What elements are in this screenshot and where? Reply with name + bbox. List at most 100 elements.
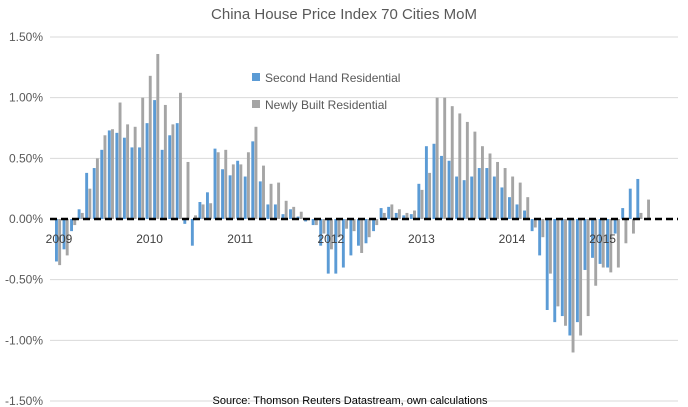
bar-second-hand xyxy=(575,219,579,323)
bar-newly-built xyxy=(443,97,447,219)
bar-newly-built xyxy=(518,182,522,219)
bar-newly-built xyxy=(277,182,281,219)
bar-newly-built xyxy=(163,104,167,219)
bar-newly-built xyxy=(337,219,341,238)
bar-newly-built xyxy=(541,219,545,238)
bar-newly-built xyxy=(511,176,515,219)
bar-second-hand xyxy=(62,219,66,250)
bar-newly-built xyxy=(148,75,152,219)
x-tick-label: 2013 xyxy=(408,232,435,246)
bar-newly-built xyxy=(133,126,137,219)
bar-second-hand xyxy=(447,160,451,219)
bar-second-hand xyxy=(349,219,353,256)
bar-newly-built xyxy=(586,219,590,317)
bar-second-hand xyxy=(628,188,632,219)
y-tick-label: 0.00% xyxy=(9,212,43,226)
bar-newly-built xyxy=(209,203,213,219)
bars-group xyxy=(55,53,650,353)
y-tick-label: -1.00% xyxy=(5,333,43,347)
bar-second-hand xyxy=(545,219,549,310)
bar-second-hand xyxy=(319,219,323,246)
bar-newly-built xyxy=(284,200,288,219)
bar-second-hand xyxy=(145,123,149,219)
bar-newly-built xyxy=(95,158,99,219)
bar-newly-built xyxy=(496,161,499,219)
bar-newly-built xyxy=(450,106,454,219)
bar-newly-built xyxy=(103,135,107,219)
bar-second-hand xyxy=(500,187,504,219)
bar-newly-built xyxy=(503,168,507,219)
bar-newly-built xyxy=(609,219,613,273)
legend-label-second-hand: Second Hand Residential xyxy=(265,71,400,85)
bar-newly-built xyxy=(428,172,432,219)
bar-newly-built xyxy=(299,211,303,219)
bar-second-hand xyxy=(409,214,413,219)
bar-second-hand xyxy=(613,219,617,234)
bar-newly-built xyxy=(367,219,371,238)
bar-newly-built xyxy=(616,219,620,268)
bar-newly-built xyxy=(526,197,530,219)
bar-second-hand xyxy=(636,178,640,219)
bar-second-hand xyxy=(266,204,270,219)
y-tick-label: -0.50% xyxy=(5,273,43,287)
bar-second-hand xyxy=(130,147,134,219)
bar-second-hand xyxy=(183,219,187,224)
bar-second-hand xyxy=(462,180,466,219)
source-note: Source: Thomson Reuters Datastream, own … xyxy=(213,395,488,407)
bar-newly-built xyxy=(624,219,628,244)
bar-second-hand xyxy=(440,155,443,219)
bar-newly-built xyxy=(548,219,552,274)
bar-second-hand xyxy=(258,181,262,219)
bar-second-hand xyxy=(85,172,89,219)
bar-newly-built xyxy=(579,219,583,336)
bar-newly-built xyxy=(292,206,296,219)
y-tick-label: -1.50% xyxy=(5,394,43,407)
x-tick-label: 2009 xyxy=(46,232,73,246)
bar-second-hand xyxy=(424,146,428,219)
bar-second-hand xyxy=(281,214,285,219)
legend-swatch-newly-built xyxy=(252,100,260,108)
bar-newly-built xyxy=(186,161,190,219)
bar-newly-built xyxy=(80,212,84,219)
bar-newly-built xyxy=(262,165,265,219)
bar-second-hand xyxy=(372,219,375,232)
bar-newly-built xyxy=(488,153,492,219)
bar-newly-built xyxy=(345,219,348,229)
bar-second-hand xyxy=(273,204,277,219)
bar-second-hand xyxy=(100,149,104,219)
bar-second-hand xyxy=(492,176,496,219)
bar-newly-built xyxy=(126,124,130,219)
bar-second-hand xyxy=(515,204,519,219)
x-tick-label: 2012 xyxy=(317,232,344,246)
bar-second-hand xyxy=(228,175,232,219)
bar-second-hand xyxy=(341,219,345,268)
bar-second-hand xyxy=(553,219,557,323)
bar-newly-built xyxy=(473,131,477,219)
bar-newly-built xyxy=(571,219,575,353)
bar-newly-built xyxy=(382,212,386,219)
bar-newly-built xyxy=(533,219,537,228)
bar-second-hand xyxy=(304,219,308,222)
legend-label-newly-built: Newly Built Residential xyxy=(265,98,387,112)
bar-second-hand xyxy=(70,219,73,232)
bar-newly-built xyxy=(639,212,643,219)
axis-group: 1.50% 1.00% 0.50% 0.00% -0.50% -1.00% -1.50% 20… xyxy=(5,30,678,407)
legend-swatch-second-hand xyxy=(252,73,260,81)
bar-second-hand xyxy=(560,219,564,317)
bar-newly-built xyxy=(352,219,356,232)
bar-second-hand xyxy=(92,168,96,219)
x-tick-label: 2015 xyxy=(589,232,616,246)
bar-second-hand xyxy=(477,168,481,219)
bar-newly-built xyxy=(111,129,114,219)
bar-second-hand xyxy=(213,148,217,219)
bar-newly-built xyxy=(156,53,160,219)
bar-newly-built xyxy=(179,92,182,219)
bar-second-hand xyxy=(402,215,406,219)
bar-newly-built xyxy=(239,164,243,219)
bar-second-hand xyxy=(598,219,602,264)
bar-newly-built xyxy=(405,212,409,219)
y-tick-label: 1.00% xyxy=(9,91,43,105)
y-tick-label: 0.50% xyxy=(9,151,43,165)
bar-newly-built xyxy=(224,149,228,219)
